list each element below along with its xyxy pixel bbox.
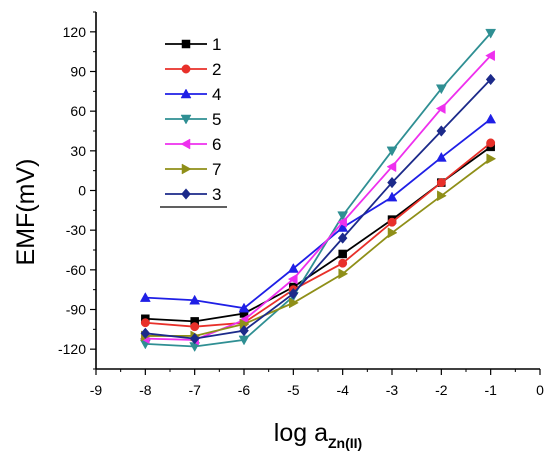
y-tick-label: 0	[78, 183, 86, 199]
data-point	[386, 146, 398, 157]
data-point	[139, 292, 151, 302]
legend-label: 4	[212, 85, 221, 104]
data-point	[435, 84, 447, 95]
data-point	[435, 151, 447, 162]
legend-marker	[180, 114, 192, 125]
legend-entry-4: 4	[165, 85, 221, 104]
legend-label: 6	[212, 135, 221, 154]
series-line-5	[145, 32, 492, 348]
data-point	[387, 217, 397, 227]
data-point	[386, 161, 397, 173]
series-line-7	[145, 158, 492, 337]
y-tick-label: 30	[70, 143, 86, 159]
axes: -9 -8 -7 -6 -5 -4 -3 -2 -1 0 120 90 60 30 0 -30 -60 -90 -1…	[58, 11, 544, 398]
x-axis-title-main: log a	[274, 419, 328, 447]
y-tick-label: 120	[63, 24, 87, 40]
y-axis-title: EMF(mV)	[12, 159, 40, 266]
legend-entry-7: 7	[165, 160, 221, 179]
x-tick-label: -8	[139, 382, 152, 398]
legend-marker	[181, 188, 191, 200]
legend-marker	[181, 163, 192, 175]
data-point	[485, 50, 495, 62]
data-point	[287, 273, 298, 285]
data-point	[338, 268, 349, 280]
data-point	[386, 191, 398, 202]
x-axis-title-sub: Zn(II)	[328, 435, 362, 451]
data-point	[189, 332, 200, 345]
data-point	[437, 190, 447, 202]
x-tick-label: -5	[287, 382, 300, 398]
x-tick-label: 0	[536, 382, 544, 398]
legend-marker	[181, 39, 191, 49]
series-2	[140, 138, 496, 332]
data-point	[190, 322, 200, 332]
data-point	[140, 327, 151, 339]
legend-label: 5	[212, 110, 221, 129]
data-point	[239, 324, 249, 337]
data-point	[486, 153, 497, 165]
x-tick-label: -4	[336, 382, 349, 398]
x-tick-label: -9	[90, 382, 103, 398]
legend-marker	[180, 138, 191, 150]
y-tick-label: 60	[70, 103, 86, 119]
x-tick-label: -1	[484, 382, 497, 398]
data-point	[485, 113, 497, 124]
data-point	[387, 176, 397, 189]
data-point	[338, 258, 348, 268]
data-point	[485, 73, 496, 86]
data-point	[337, 222, 349, 232]
data-point	[337, 232, 348, 244]
legend-entry-2: 2	[165, 60, 221, 79]
series-layer	[139, 28, 497, 353]
legend-label: 1	[212, 35, 221, 54]
data-point	[338, 249, 347, 259]
data-point	[486, 138, 496, 148]
data-point	[289, 297, 299, 309]
data-point	[238, 302, 250, 313]
y-tick-label: -30	[66, 222, 86, 238]
x-tick-label: -7	[188, 382, 201, 398]
series-3	[140, 73, 496, 345]
data-point	[436, 178, 446, 188]
data-point	[189, 294, 201, 305]
x-tick-label: -3	[386, 382, 399, 398]
y-tick-label: -60	[66, 262, 86, 278]
series-line-1	[145, 146, 492, 323]
legend-entry-3: 3	[165, 185, 221, 204]
x-tick-label: -6	[238, 382, 251, 398]
x-tick-label: -2	[435, 382, 448, 398]
legend-label: 3	[212, 185, 221, 204]
legend-entry-5: 5	[165, 110, 221, 129]
series-4	[139, 113, 497, 313]
data-point	[436, 125, 447, 137]
series-line-2	[145, 142, 492, 328]
legend-label: 7	[212, 160, 221, 179]
legend-marker	[180, 88, 192, 99]
y-tick-label: -90	[66, 302, 86, 318]
y-tick-label: 90	[70, 64, 86, 80]
data-point	[287, 262, 299, 273]
data-point	[337, 211, 349, 222]
legend: 1 2 4 5 6 7 3	[160, 35, 227, 208]
legend-entry-6: 6	[165, 135, 221, 154]
series-line-4	[145, 118, 492, 310]
data-point	[288, 287, 299, 300]
y-tick-label: -120	[58, 341, 86, 357]
series-line-3	[145, 78, 492, 340]
legend-label: 2	[212, 60, 221, 79]
data-point	[435, 103, 446, 114]
x-axis-title: log aZn(II)	[274, 419, 362, 451]
data-point	[337, 216, 347, 228]
data-point	[140, 318, 150, 328]
data-point	[387, 227, 398, 239]
data-point	[485, 28, 497, 39]
legend-entry-1: 1	[165, 35, 221, 54]
legend-marker	[181, 64, 191, 74]
